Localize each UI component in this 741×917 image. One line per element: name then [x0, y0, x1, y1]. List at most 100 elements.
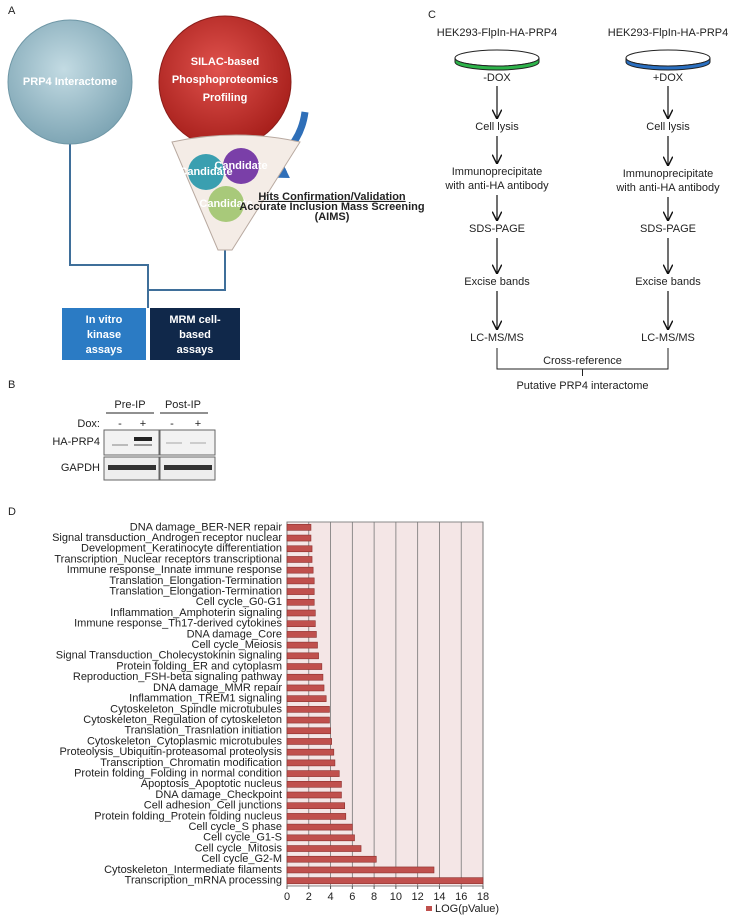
category-label: DNA damage_Checkpoint — [155, 789, 282, 801]
legend-swatch — [426, 906, 432, 911]
bar — [286, 534, 312, 542]
category-label: DNA damage_MMR repair — [153, 682, 282, 694]
category-label: Inflammation_TREM1 signaling — [129, 693, 282, 705]
category-label: Cytoskeleton_Spindle microtubules — [110, 703, 282, 715]
interactome-circle — [7, 19, 133, 145]
category-label: Inflammation_Amphoterin signaling — [110, 607, 282, 619]
connectors — [69, 140, 226, 308]
bar — [286, 845, 362, 852]
panel-label: A — [8, 5, 16, 17]
circle-label: Profiling — [203, 92, 248, 104]
candidate-label: Candidate — [199, 198, 252, 210]
bar — [286, 759, 336, 767]
category-label: DNA damage_BER-NER repair — [130, 521, 283, 533]
aims: Accurate Inclusion Mass Screening — [239, 201, 424, 213]
bar — [286, 620, 316, 628]
step: SDS-PAGE — [640, 223, 696, 235]
bracket — [496, 348, 669, 376]
category-label: Cell adhesion_Cell junctions — [144, 800, 283, 812]
x-tick-label: 0 — [284, 891, 290, 903]
dish-media — [454, 57, 540, 71]
candidate — [223, 148, 259, 184]
box-label: kinase — [87, 329, 121, 341]
hits-title: Hits Confirmation/Validation — [258, 191, 406, 203]
bar — [286, 748, 335, 756]
candidate — [188, 154, 224, 190]
category-label: Cell cycle_G1-S — [203, 832, 282, 844]
circle-label: Phosphoproteomics — [172, 74, 278, 86]
dox-sign: - — [118, 418, 122, 430]
bar — [286, 577, 315, 585]
bar — [286, 556, 313, 563]
chart: 0 2 4 6 8 10 12 14 16 18 DNA damage_BER-NER repair… — [52, 521, 499, 915]
category-label: Protein folding_Folding in normal condit… — [74, 767, 282, 779]
step: SDS-PAGE — [469, 223, 525, 235]
box-label: based — [179, 329, 211, 341]
workflow: HEK293-FlpIn-HA-PRP4 -DOX Cell lysis Immuno… — [437, 27, 728, 392]
category-label: Translation_Trasnlation initiation — [124, 725, 282, 737]
step: with anti-HA antibody — [444, 180, 549, 192]
dox-sign: + — [140, 418, 146, 430]
bar — [286, 802, 346, 810]
candidate — [208, 186, 244, 222]
bar — [286, 834, 355, 842]
category-label: Proteolysis_Ubiquitin-proteasomal proteo… — [59, 746, 282, 758]
step: LC-MS/MS — [641, 332, 695, 344]
category-label: Cell cycle_S phase — [188, 821, 282, 833]
step: with anti-HA antibody — [615, 182, 720, 194]
bar — [286, 566, 314, 574]
cell-line: HEK293-FlpIn-HA-PRP4 — [437, 27, 557, 39]
step: Excise bands — [464, 276, 530, 288]
category-label: Protein folding_Protein folding nucleus — [94, 810, 282, 822]
box-label: assays — [177, 344, 214, 356]
category-label: Cytoskeleton_Cytoplasmic microtubules — [87, 735, 283, 747]
x-tick-label: 12 — [412, 891, 424, 903]
category-label: Immune response_Innate immune response — [67, 564, 282, 576]
step: LC-MS/MS — [470, 332, 524, 344]
result: Putative PRP4 interactome — [516, 380, 648, 392]
group-label: Post-IP — [165, 399, 201, 411]
category-label: Protein folding_ER and cytoplasm — [116, 660, 282, 672]
category-label: Cytoskeleton_Regulation of cytoskeleton — [83, 714, 282, 726]
bar — [286, 631, 317, 638]
treatment: -DOX — [483, 72, 511, 84]
step: Cell lysis — [475, 121, 519, 133]
bar — [286, 780, 342, 788]
category-label: Translation_Elongation-Termination — [109, 585, 282, 597]
bar — [286, 770, 340, 777]
bar — [286, 866, 435, 874]
dox-sign: + — [195, 418, 201, 430]
blot — [103, 429, 216, 481]
category-label: Signal transduction_Androgen receptor nu… — [52, 532, 282, 544]
bar — [286, 663, 323, 670]
bar — [286, 524, 312, 531]
step: Cell lysis — [646, 121, 690, 133]
category-label: Reproduction_FSH-beta signaling pathway — [73, 671, 283, 683]
circle-label: SILAC-based — [191, 56, 259, 68]
step: Immunoprecipitate — [623, 168, 714, 180]
panel-label: B — [8, 379, 15, 391]
bar — [286, 545, 313, 553]
circle-label: PRP4 Interactome — [23, 76, 117, 88]
in-vitro-box — [62, 308, 146, 360]
legend-label: LOG(pValue) — [435, 903, 499, 915]
bar — [286, 588, 315, 595]
panel-label: C — [428, 9, 436, 21]
category-label: DNA damage_Core — [187, 628, 282, 640]
category-label: Transcription_Chromatin modification — [100, 757, 282, 769]
bar — [286, 877, 484, 884]
category-label: Apoptosis_Apoptotic nucleus — [141, 778, 283, 790]
bar — [286, 673, 324, 681]
bar — [286, 738, 332, 745]
x-tick-label: 14 — [433, 891, 445, 903]
x-tick-label: 2 — [306, 891, 312, 903]
cell-line: HEK293-FlpIn-HA-PRP4 — [608, 27, 728, 39]
candidate-label: Candidate — [214, 160, 267, 172]
bar — [286, 855, 377, 863]
aims: (AIMS) — [315, 211, 350, 223]
x-tick-label: 8 — [371, 891, 377, 903]
row-label: HA-PRP4 — [52, 436, 100, 448]
bar — [286, 598, 315, 606]
category-label: Development_Keratinocyte differentiation — [81, 543, 282, 555]
